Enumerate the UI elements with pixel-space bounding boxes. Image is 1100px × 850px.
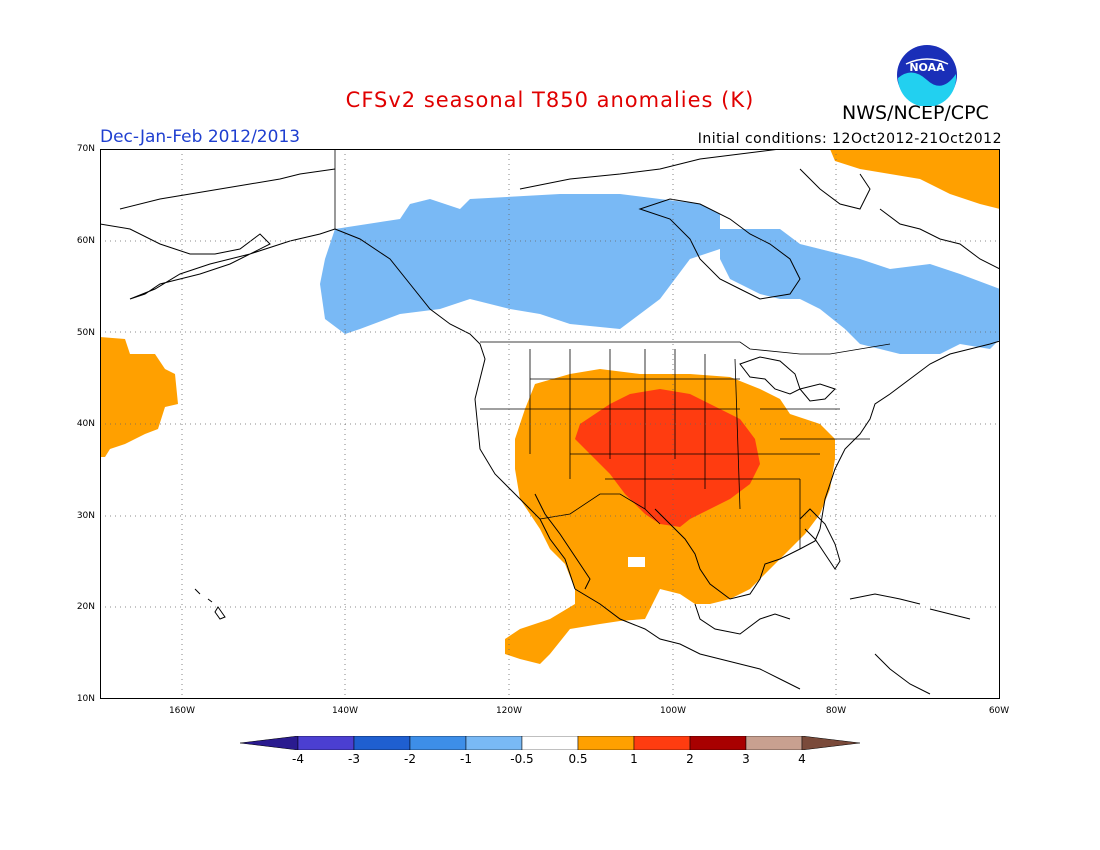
colorbar-arrow-high: [801, 736, 860, 750]
colorbar-arrow-low: [240, 736, 299, 750]
lon-label-160w: 160W: [168, 706, 196, 716]
anomaly-fills: [100, 149, 1000, 664]
anomaly-map: [100, 149, 1000, 699]
lat-label-70n: 70N: [76, 144, 95, 154]
svg-text:NOAA: NOAA: [909, 61, 945, 74]
lat-label-10n: 10N: [76, 694, 95, 704]
lon-label-120w: 120W: [495, 706, 523, 716]
agency-label: NWS/NCEP/CPC: [842, 102, 989, 124]
colorbar-tick-label: -1: [460, 752, 472, 766]
colorbar-segment: [297, 736, 355, 750]
lat-label-20n: 20N: [76, 602, 95, 612]
colorbar-segment: [745, 736, 803, 750]
region-cold-west: [320, 194, 720, 334]
lat-label-60n: 60N: [76, 236, 95, 246]
colorbar-segment: [689, 736, 747, 750]
lon-label-80w: 80W: [825, 706, 847, 716]
colorbar-tick-label: -0.5: [510, 752, 534, 766]
region-warm-greenland: [830, 149, 1000, 209]
lon-label-100w: 100W: [659, 706, 687, 716]
period-label: Dec-Jan-Feb 2012/2013: [100, 127, 301, 147]
colorbar-segment: [465, 736, 523, 750]
map-title: CFSv2 seasonal T850 anomalies (K): [345, 88, 755, 112]
lat-label-40n: 40N: [76, 419, 95, 429]
colorbar-tick-label: -2: [404, 752, 416, 766]
coastlines: [100, 149, 1000, 695]
lon-label-140w: 140W: [331, 706, 359, 716]
colorbar-tick-label: -3: [348, 752, 360, 766]
colorbar-segment: [633, 736, 691, 750]
colorbar-tick-label: 1: [630, 752, 638, 766]
graticule: [100, 149, 1000, 699]
region-cold-east: [720, 229, 1000, 354]
colorbar-tick-label: 2: [686, 752, 694, 766]
lat-label-50n: 50N: [76, 328, 95, 338]
noaa-logo-icon: NOAA: [897, 45, 957, 106]
colorbar-segment: [577, 736, 635, 750]
colorbar-tick-label: 0.5: [568, 752, 588, 766]
colorbar-tick-label: -4: [292, 752, 304, 766]
colorbar-segment: [521, 736, 579, 750]
region-warm-pacific: [100, 337, 178, 457]
colorbar-segment: [353, 736, 411, 750]
lat-label-30n: 30N: [76, 511, 95, 521]
colorbar-tick-label: 4: [798, 752, 806, 766]
colorbar-tick-label: 3: [742, 752, 750, 766]
initial-conditions-label: Initial conditions: 12Oct2012-21Oct2012: [697, 131, 1002, 147]
colorbar-segment: [409, 736, 467, 750]
borders: [334, 149, 891, 549]
region-warm-plains: [575, 389, 760, 527]
region-neutral-hole: [628, 557, 645, 567]
colorbar: [240, 736, 860, 750]
lon-label-60w: 60W: [988, 706, 1010, 716]
